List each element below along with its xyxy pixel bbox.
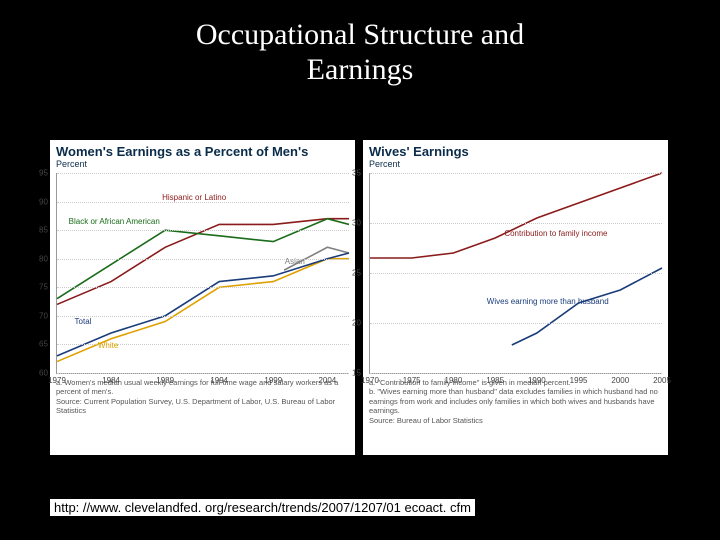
y-tick: 15 <box>352 369 361 378</box>
x-tick: 1970 <box>361 376 379 385</box>
x-tick: 1980 <box>445 376 463 385</box>
x-tick: 1984 <box>102 376 120 385</box>
series-line <box>370 173 662 258</box>
series-label: Contribution to family income <box>504 229 607 238</box>
y-tick: 75 <box>39 283 48 292</box>
chart-plot-area: 1520253035197019751980198519901995200020… <box>369 173 662 374</box>
gridline <box>57 259 349 260</box>
y-tick: 35 <box>352 169 361 178</box>
footnote-line: Source: Current Population Survey, U.S. … <box>56 397 349 416</box>
x-tick: 1995 <box>570 376 588 385</box>
x-tick: 1989 <box>156 376 174 385</box>
chart-title: Women's Earnings as a Percent of Men's <box>50 140 355 159</box>
x-tick: 2005 <box>653 376 671 385</box>
x-tick: 1985 <box>486 376 504 385</box>
y-tick: 60 <box>39 369 48 378</box>
y-tick: 85 <box>39 226 48 235</box>
y-tick: 20 <box>352 319 361 328</box>
chart-women-earnings: Women's Earnings as a Percent of Men's P… <box>50 140 355 455</box>
chart-title: Wives' Earnings <box>363 140 668 159</box>
y-tick: 30 <box>352 219 361 228</box>
x-tick: 1975 <box>403 376 421 385</box>
series-label: White <box>98 341 118 350</box>
footnote-line: b. "Wives earning more than husband" dat… <box>369 387 662 415</box>
chart-ylabel: Percent <box>363 159 668 171</box>
y-tick: 25 <box>352 269 361 278</box>
y-tick: 90 <box>39 197 48 206</box>
x-tick: 1994 <box>210 376 228 385</box>
chart-ylabel: Percent <box>50 159 355 171</box>
series-label: Total <box>75 317 92 326</box>
series-label: Hispanic or Latino <box>162 193 226 202</box>
gridline <box>57 230 349 231</box>
gridline <box>370 223 662 224</box>
slide: Occupational Structure and Earnings Wome… <box>0 0 720 540</box>
gridline <box>57 373 349 374</box>
x-tick: 1990 <box>528 376 546 385</box>
series-line <box>512 268 662 345</box>
chart-plot-area: 6065707580859095197919841989199419992004… <box>56 173 349 374</box>
source-url: http: //www. clevelandfed. org/research/… <box>50 499 475 516</box>
y-tick: 65 <box>39 340 48 349</box>
gridline <box>370 323 662 324</box>
gridline <box>57 173 349 174</box>
y-tick: 95 <box>39 169 48 178</box>
gridline <box>370 373 662 374</box>
title-line-2: Earnings <box>307 53 414 86</box>
x-tick: 2000 <box>611 376 629 385</box>
footnote-line: a. Women's median usual weekly earnings … <box>56 378 349 397</box>
x-tick: 2004 <box>318 376 336 385</box>
chart-footnotes: a. Women's median usual weekly earnings … <box>50 374 355 416</box>
slide-title: Occupational Structure and Earnings <box>0 0 720 87</box>
y-tick: 80 <box>39 254 48 263</box>
charts-row: Women's Earnings as a Percent of Men's P… <box>50 140 668 455</box>
gridline <box>370 273 662 274</box>
x-tick: 1999 <box>264 376 282 385</box>
gridline <box>370 173 662 174</box>
x-tick: 1979 <box>48 376 66 385</box>
footnote-line: Source: Bureau of Labor Statistics <box>369 416 662 425</box>
series-label: Wives earning more than husband <box>487 297 609 306</box>
series-label: Asian <box>285 257 305 266</box>
chart-wives-earnings: Wives' Earnings Percent 1520253035197019… <box>363 140 668 455</box>
gridline <box>57 316 349 317</box>
series-label: Black or African American <box>69 217 160 226</box>
gridline <box>57 287 349 288</box>
title-line-1: Occupational Structure and <box>196 18 524 51</box>
y-tick: 70 <box>39 311 48 320</box>
